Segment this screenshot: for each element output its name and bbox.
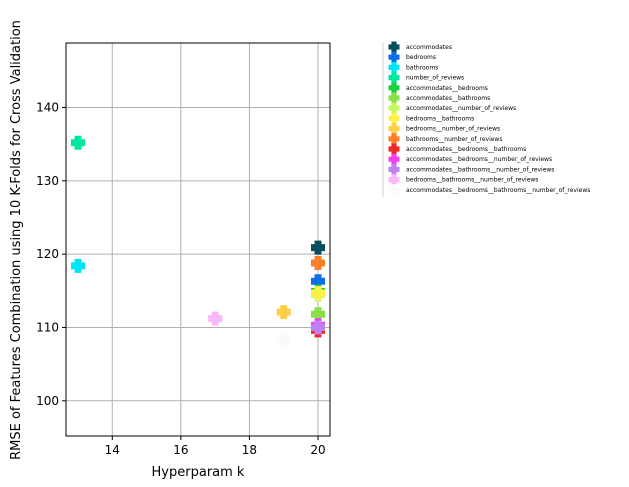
data-point-bathrooms bbox=[71, 258, 85, 273]
legend-marker bbox=[388, 133, 400, 145]
y-tick-label: 130 bbox=[36, 174, 59, 188]
legend-marker bbox=[388, 41, 400, 53]
legend-label: accommodates__bedrooms bbox=[406, 85, 488, 92]
legend-marker bbox=[388, 61, 400, 73]
y-tick-label: 120 bbox=[36, 247, 59, 261]
data-point-bedrooms__bathrooms__number_of_reviews bbox=[208, 311, 223, 326]
legend-label: accommodates__bathrooms__number_of_revie… bbox=[406, 166, 554, 173]
plot-frame bbox=[65, 42, 331, 437]
axis-ticks: 14 16 18 20 100 110 120 130 140 bbox=[36, 101, 326, 457]
legend-marker bbox=[388, 72, 400, 84]
legend-label: accommodates__bedrooms__bathrooms bbox=[406, 146, 526, 153]
data-point-accommodates__bathrooms__number_of_reviews bbox=[311, 320, 325, 335]
legend-marker bbox=[388, 102, 400, 114]
legend-marker bbox=[388, 112, 400, 124]
legend-label: bedrooms__bathrooms bbox=[406, 115, 474, 122]
data-point-bathrooms__number_of_reviews bbox=[311, 255, 325, 270]
legend-label: accommodates__number_of_reviews bbox=[406, 105, 516, 112]
y-tick-label: 110 bbox=[36, 320, 59, 334]
legend-label: bedrooms__number_of_reviews bbox=[406, 126, 500, 133]
legend-label: bedrooms__bathrooms__number_of_reviews bbox=[406, 177, 538, 184]
y-axis-label: RMSE of Features Combination using 10 K-… bbox=[9, 20, 24, 460]
legend-label: accommodates__bedrooms__number_of_review… bbox=[406, 156, 552, 163]
legend-marker bbox=[388, 123, 400, 135]
x-tick-label: 14 bbox=[105, 443, 120, 457]
x-tick-label: 18 bbox=[242, 443, 257, 457]
legend-marker bbox=[388, 184, 400, 196]
legend-marker bbox=[388, 143, 400, 155]
legend-label: accommodates__bathrooms bbox=[406, 95, 490, 102]
legend-marker bbox=[388, 163, 400, 175]
x-tick-label: 16 bbox=[173, 443, 188, 457]
legend: accommodates bedrooms bathrooms number_of_r… bbox=[382, 41, 590, 197]
grid bbox=[66, 43, 330, 436]
data-markers bbox=[71, 135, 325, 347]
legend-label: accommodates__bedrooms__bathrooms__numbe… bbox=[406, 187, 590, 194]
y-tick-label: 140 bbox=[36, 101, 59, 115]
data-point-accommodates__bedrooms__bathrooms__number_of_reviews bbox=[276, 332, 291, 347]
legend-marker bbox=[388, 174, 400, 186]
x-axis-label: Hyperparam k bbox=[152, 465, 245, 480]
legend-marker bbox=[388, 153, 400, 165]
data-point-bedrooms__number_of_reviews bbox=[276, 305, 291, 320]
legend-label: accommodates bbox=[406, 44, 452, 51]
y-tick-label: 100 bbox=[36, 394, 59, 408]
data-point-bedrooms__bathrooms bbox=[311, 286, 325, 301]
legend-label: bathrooms__number_of_reviews bbox=[406, 136, 502, 143]
x-tick-label: 20 bbox=[310, 443, 325, 457]
data-point-number_of_reviews bbox=[71, 135, 85, 150]
legend-marker bbox=[388, 82, 400, 94]
legend-marker bbox=[388, 51, 400, 63]
legend-label: bathrooms bbox=[406, 64, 438, 71]
legend-label: bedrooms bbox=[406, 54, 436, 61]
legend-marker bbox=[388, 92, 400, 104]
legend-label: number_of_reviews bbox=[406, 75, 464, 82]
data-point-accommodates__bathrooms bbox=[311, 307, 325, 322]
data-point-accommodates bbox=[311, 240, 325, 255]
